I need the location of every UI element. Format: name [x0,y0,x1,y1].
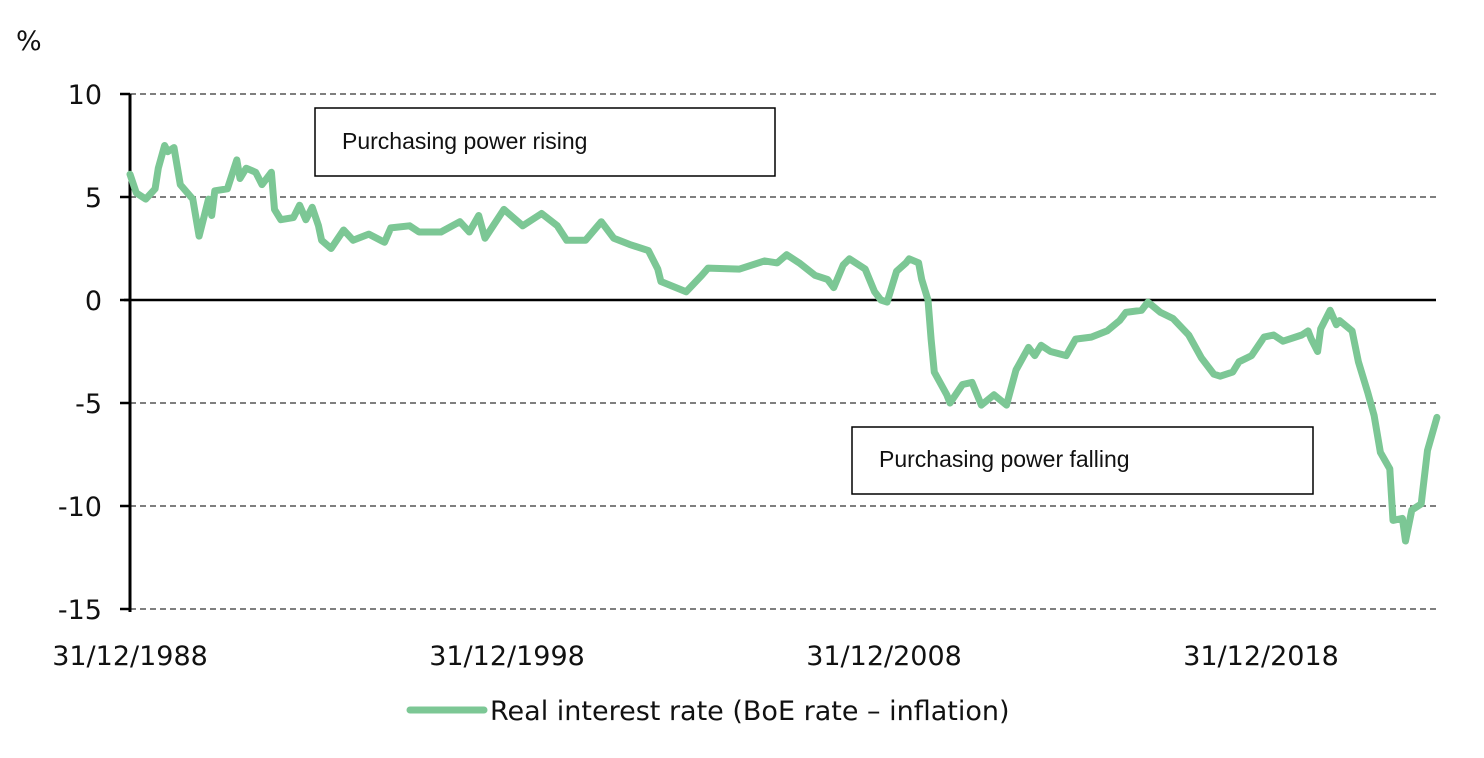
y-tick-label: -10 [58,492,102,523]
y-tick-label: 10 [68,80,102,111]
annotation-falling: Purchasing power falling [851,426,1314,495]
annotation-box [314,107,776,177]
x-tick-label: 31/12/2008 [806,641,962,672]
annotation-text: Purchasing power falling [879,446,1130,472]
y-tick-label: -5 [75,389,102,420]
series-line-real-interest-rate [126,142,1441,545]
legend-label: Real interest rate (BoE rate – inflation… [490,696,1010,727]
gridlines [120,92,1436,611]
x-tick-labels: 31/12/1988 31/12/1998 31/12/2008 31/12/2018 [52,641,1339,672]
x-tick-label: 31/12/2018 [1183,641,1339,672]
x-tick-label: 31/12/1998 [429,641,585,672]
annotation-rising: Purchasing power rising [314,107,776,177]
y-tick-label: 5 [85,183,102,214]
y-tick-label: -15 [58,595,102,626]
annotation-box [851,426,1314,495]
annotation-text: Purchasing power rising [342,128,587,154]
x-tick-label: 31/12/1988 [52,641,208,672]
legend: Real interest rate (BoE rate – inflation… [406,696,1010,727]
y-axis-unit-label: % [16,26,42,57]
y-tick-label: 0 [85,286,102,317]
y-tick-labels: 10 5 0 -5 -10 -15 [58,80,102,626]
series-layer [126,142,1441,545]
